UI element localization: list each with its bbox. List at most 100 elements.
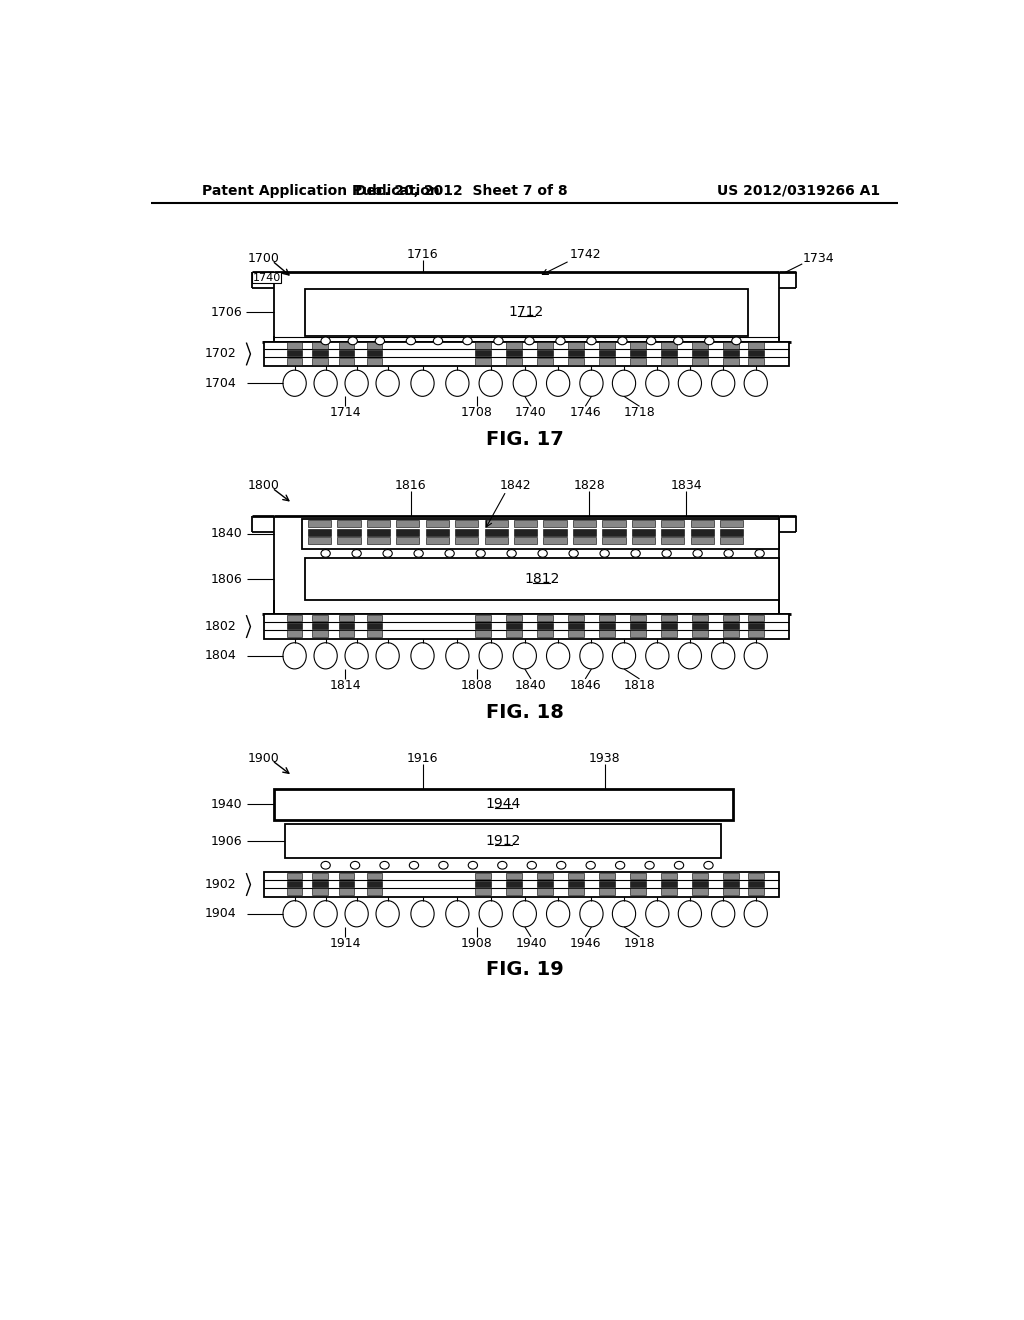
Ellipse shape [433,337,442,345]
Ellipse shape [662,549,672,557]
Bar [568,623,584,628]
Text: 1902: 1902 [205,878,237,891]
Bar [723,888,738,895]
Ellipse shape [513,900,537,927]
Text: 1802: 1802 [205,620,237,634]
Bar [337,537,360,544]
Bar [263,614,790,639]
Ellipse shape [498,862,507,869]
Bar [339,350,354,356]
Text: 1912: 1912 [485,834,521,847]
Bar [544,529,566,536]
Bar [339,358,354,364]
Bar [599,623,614,628]
Bar [506,358,521,364]
Ellipse shape [678,643,701,669]
Ellipse shape [732,337,741,345]
Text: 1918: 1918 [624,936,655,949]
Bar [538,873,553,879]
Text: 1740: 1740 [253,273,281,282]
Bar [312,873,328,879]
Text: 1900: 1900 [248,751,280,764]
Bar [312,350,328,356]
Ellipse shape [414,549,423,557]
Text: 1714: 1714 [329,407,360,418]
Text: FIG. 18: FIG. 18 [485,702,564,722]
Ellipse shape [479,900,503,927]
Bar [748,615,764,622]
Text: 1828: 1828 [573,479,605,492]
Ellipse shape [476,549,485,557]
Bar [662,537,684,544]
Ellipse shape [744,643,767,669]
Bar [690,520,714,527]
Bar [662,873,677,879]
Text: 1840: 1840 [515,678,547,692]
Bar [484,537,508,544]
Bar [572,529,596,536]
Bar [308,520,331,527]
Bar [455,520,478,527]
Bar [723,358,738,364]
Bar [662,520,684,527]
Text: 1702: 1702 [205,347,237,360]
Ellipse shape [678,900,701,927]
Text: 1806: 1806 [211,573,243,586]
Ellipse shape [712,900,735,927]
Text: 1944: 1944 [485,797,521,812]
Ellipse shape [314,643,337,669]
Ellipse shape [345,643,369,669]
Ellipse shape [321,862,331,869]
Ellipse shape [348,337,357,345]
Bar [367,350,382,356]
Bar [337,520,360,527]
Ellipse shape [283,370,306,396]
Bar [568,342,584,348]
Ellipse shape [712,643,735,669]
Ellipse shape [586,862,595,869]
Bar [538,623,553,628]
Text: 1904: 1904 [205,907,237,920]
Bar [287,631,302,638]
Bar [632,520,655,527]
Text: 1746: 1746 [569,407,601,418]
Bar [692,880,708,887]
Text: 1818: 1818 [624,678,655,692]
Bar [506,350,521,356]
Bar [252,272,282,284]
Ellipse shape [445,370,469,396]
Text: 1916: 1916 [407,751,438,764]
Text: 1800: 1800 [248,479,280,492]
Text: 1940: 1940 [515,936,547,949]
Bar [367,520,390,527]
Bar [538,350,553,356]
Text: 1812: 1812 [524,572,559,586]
Bar [723,342,738,348]
Bar [630,623,646,628]
Bar [312,880,328,887]
Bar [568,615,584,622]
Bar [692,358,708,364]
Bar [287,888,302,895]
Bar [367,873,382,879]
Bar [723,880,738,887]
Bar [662,888,677,895]
Ellipse shape [547,900,569,927]
Bar [630,358,646,364]
Bar [455,529,478,536]
Ellipse shape [283,643,306,669]
Ellipse shape [321,549,331,557]
Bar [630,880,646,887]
Bar [455,537,478,544]
Text: 1938: 1938 [589,751,621,764]
Ellipse shape [525,337,535,345]
Ellipse shape [693,549,702,557]
Bar [339,631,354,638]
Bar [339,873,354,879]
Bar [544,537,566,544]
Bar [396,520,420,527]
Bar [475,358,490,364]
Text: 1700: 1700 [248,252,280,265]
Text: 1704: 1704 [205,376,237,389]
Ellipse shape [547,643,569,669]
